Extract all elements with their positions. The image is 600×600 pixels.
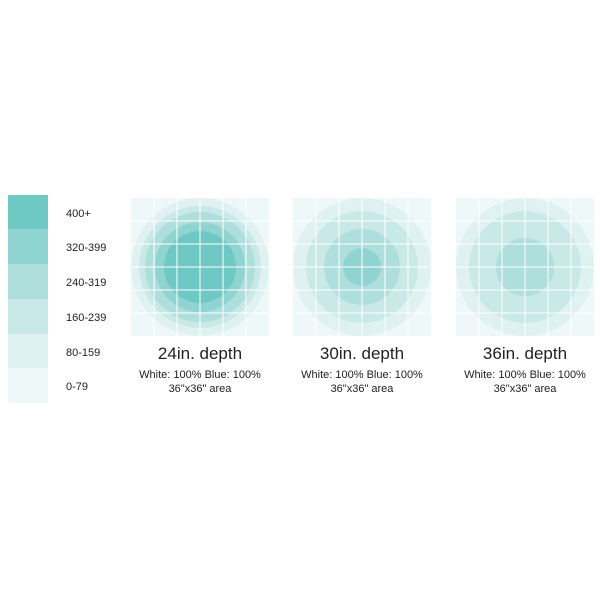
panel-area-36in: 36"x36" area (493, 383, 557, 395)
legend-label-80-159: 80-159 (66, 347, 101, 359)
legend-swatch-80-159 (8, 334, 48, 368)
panel-settings-24in: White: 100% Blue: 100% (139, 369, 261, 381)
panel-title-36in: 36in. depth (482, 344, 568, 363)
panel-settings-30in: White: 100% Blue: 100% (301, 369, 423, 381)
panel-title-24in: 24in. depth (157, 344, 243, 363)
panel-36in (456, 198, 594, 336)
light-distribution-diagram-30in (293, 198, 431, 336)
legend-label-320-399: 320-399 (66, 242, 107, 254)
panel-subtitle-30in: White: 100% Blue: 100% 36"x36" area (277, 368, 447, 396)
panel-title-30in: 30in. depth (319, 344, 405, 363)
legend-swatch-0-79 (8, 368, 48, 403)
light-distribution-diagram-36in (456, 198, 594, 336)
light-distribution-diagram-24in (131, 198, 269, 336)
legend-swatch-400-plus (8, 195, 48, 229)
panel-30in (293, 198, 431, 336)
legend-label-160-239: 160-239 (66, 312, 107, 324)
panel-area-24in: 36"x36" area (168, 383, 232, 395)
panel-24in (131, 198, 269, 336)
legend-label-0-79: 0-79 (66, 381, 89, 393)
legend-label-240-319: 240-319 (66, 277, 107, 289)
intensity-legend: 400+ 320-399 240-319 160-239 80-159 0-79 (8, 195, 106, 403)
legend-swatch-160-239 (8, 299, 48, 334)
legend-label-400-plus: 400+ (66, 208, 91, 220)
panel-subtitle-24in: White: 100% Blue: 100% 36"x36" area (115, 368, 285, 396)
panel-area-30in: 36"x36" area (330, 383, 394, 395)
legend-swatch-240-319 (8, 264, 48, 299)
panel-settings-36in: White: 100% Blue: 100% (464, 369, 586, 381)
panel-subtitle-36in: White: 100% Blue: 100% 36"x36" area (440, 368, 600, 396)
legend-swatch-320-399 (8, 229, 48, 264)
